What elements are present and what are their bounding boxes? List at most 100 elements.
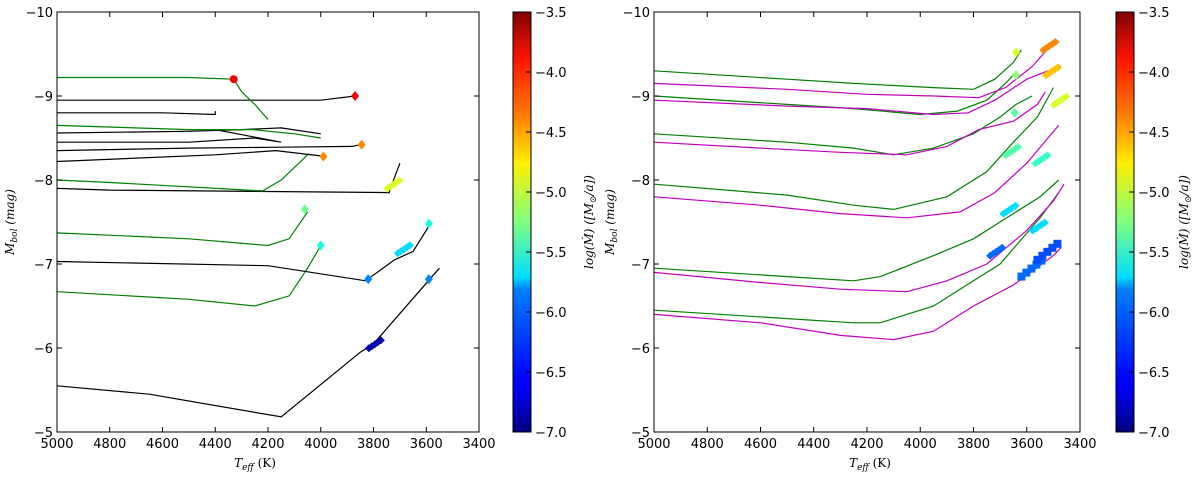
right-colorbar-label: log(Ṁ) ([M⊙/a]) [1176, 175, 1194, 269]
marker-r10 [1028, 218, 1049, 235]
colorbar-tick-label: −6.0 [1138, 306, 1170, 321]
colorbar-tick-label: −4.0 [535, 66, 567, 81]
left-y-ticks: −5 −6 −7 −8 −9 −10 [26, 6, 479, 441]
left-y-label: Mbol (mag) [3, 189, 20, 256]
colorbar-tick-label: −6.5 [1138, 366, 1170, 381]
left-series-group [57, 76, 440, 418]
colorbar-tick-label: −4.5 [1138, 126, 1170, 141]
series-track-14 [57, 76, 269, 120]
x-tick-label: 3600 [1010, 437, 1043, 452]
marker-r11 [986, 243, 1007, 260]
marker-r13 [1033, 239, 1062, 264]
colorbar-tick-label: −3.5 [535, 6, 567, 21]
left-colorbar [512, 11, 532, 433]
y-tick-label: −8 [631, 174, 650, 189]
left-panel: 5000 4800 4600 4400 4200 4000 3800 3600 3400 −5−… [3, 6, 599, 473]
right-series-group [654, 40, 1065, 341]
marker-11 [424, 274, 433, 285]
left-x-label: Teff (K) [234, 456, 276, 473]
series-track-3 [57, 221, 433, 282]
colorbar-tick-label: −6.0 [535, 306, 567, 321]
left-markers-group [229, 75, 433, 353]
series-magenta-4 [654, 91, 1046, 156]
marker-12 [364, 336, 385, 353]
series-green-3 [654, 87, 1054, 211]
series-magenta-3 [654, 125, 1060, 219]
colorbar-tick-label: −7.0 [1138, 426, 1170, 441]
x-tick-label: 4200 [850, 437, 883, 452]
colorbar-tick-label: −5.5 [535, 246, 567, 261]
series-green-4 [654, 95, 1033, 156]
y-tick-label: −6 [34, 342, 53, 357]
x-tick-label: 3800 [357, 437, 390, 452]
y-tick-label: −10 [623, 6, 650, 21]
x-tick-label: 3400 [1063, 437, 1096, 452]
series-green-1 [654, 192, 1060, 324]
y-tick-label: −7 [34, 258, 53, 273]
x-tick-label: 4600 [744, 437, 777, 452]
marker-2 [351, 91, 360, 101]
series-magenta-5 [654, 70, 1049, 116]
series-track-8 [57, 143, 364, 152]
x-tick-label: 4600 [146, 437, 179, 452]
colorbar-tick-label: −7.0 [535, 426, 567, 441]
series-track-7 [57, 149, 327, 163]
left-axes-frame [56, 11, 480, 433]
marker-r9 [999, 201, 1020, 218]
left-x-ticks: 5000 4800 4600 4400 4200 4000 3800 3600 3400 [40, 12, 496, 452]
y-tick-label: −6 [631, 342, 650, 357]
series-track-12 [57, 111, 216, 116]
series-track-4 [57, 211, 309, 247]
series-track-9 [57, 129, 282, 143]
x-tick-label: 4800 [691, 437, 724, 452]
marker-r12 [1017, 256, 1046, 281]
marker-r2 [1012, 70, 1021, 80]
y-tick-label: −9 [631, 90, 650, 105]
marker-9 [393, 241, 414, 258]
right-colorbar-ticks: −3.5 −4.0 −4.5 −5.0 −5.5 −6.0 −6.5 −7.0 [1129, 6, 1170, 441]
right-colorbar [1115, 11, 1135, 433]
y-tick-label: −10 [26, 6, 53, 21]
x-tick-label: 4000 [304, 437, 337, 452]
marker-6 [300, 204, 309, 215]
x-tick-label: 3600 [410, 437, 443, 452]
series-green-2 [654, 179, 1060, 282]
marker-r1 [1012, 47, 1021, 58]
marker-7 [316, 240, 325, 251]
right-x-label: Teff (K) [849, 456, 891, 473]
x-tick-label: 4200 [251, 437, 284, 452]
x-tick-label: 3800 [957, 437, 990, 452]
right-panel: 5000 4800 4600 4400 4200 4000 3800 3600 3400 −5−… [603, 6, 1194, 473]
marker-r7 [1002, 143, 1023, 159]
left-colorbar-label: log(Ṁ) ([M⊙/a]) [581, 175, 599, 269]
x-tick-label: 3400 [462, 437, 495, 452]
y-tick-label: −8 [34, 174, 53, 189]
colorbar-tick-label: −5.5 [1138, 246, 1170, 261]
left-colorbar-ticks: −3.5 −4.0 −4.5 −5.0 −5.5 −6.0 −6.5 −7.0 [526, 6, 567, 441]
colorbar-tick-label: −4.0 [1138, 66, 1170, 81]
marker-r3 [1039, 38, 1060, 54]
x-tick-label: 4000 [904, 437, 937, 452]
marker-10 [364, 274, 373, 285]
series-track-1 [57, 267, 440, 418]
y-tick-label: −9 [34, 90, 53, 105]
marker-r8 [1031, 151, 1052, 168]
series-magenta-1 [654, 246, 1062, 341]
marker-4 [357, 139, 366, 150]
marker-5 [383, 176, 404, 193]
series-magenta-6 [654, 40, 1059, 99]
colorbar-tick-label: −6.5 [535, 366, 567, 381]
colorbar-tick-label: −5.0 [1138, 186, 1170, 201]
marker-r4 [1042, 63, 1063, 80]
colorbar-tick-label: −5.0 [535, 186, 567, 201]
marker-8 [424, 218, 433, 229]
series-green-6 [654, 49, 1022, 90]
marker-1 [229, 75, 238, 84]
x-tick-label: 4400 [199, 437, 232, 452]
x-tick-label: 5000 [40, 437, 73, 452]
y-tick-label: −7 [631, 258, 650, 273]
right-y-ticks: −5 −6 −7 −8 −9 −10 [623, 6, 1080, 441]
x-tick-label: 4400 [797, 437, 830, 452]
series-green-5 [654, 74, 1014, 116]
